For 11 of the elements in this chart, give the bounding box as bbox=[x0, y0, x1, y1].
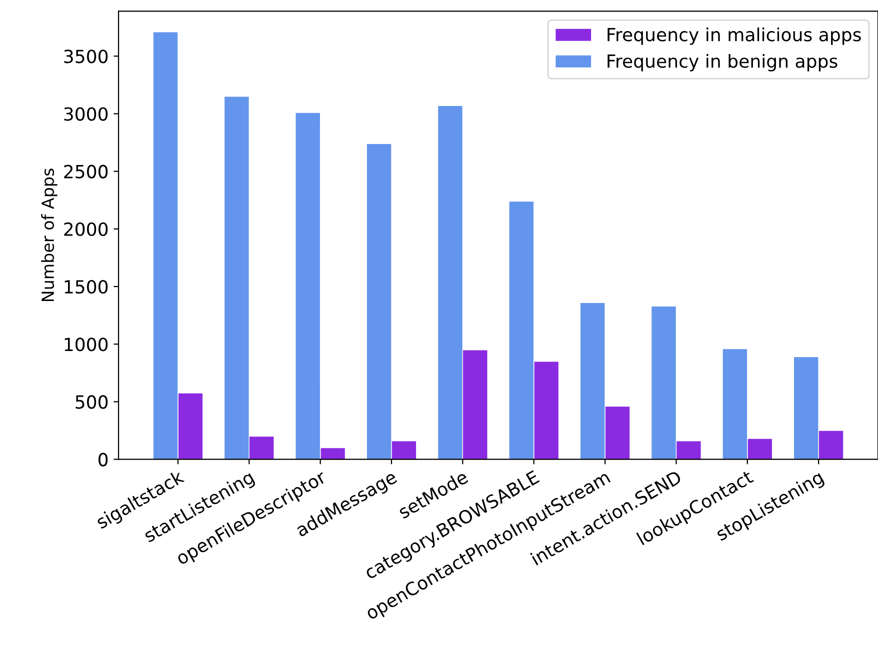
y-tick-label: 0 bbox=[98, 452, 108, 466]
y-axis-title: Number of Apps bbox=[41, 168, 58, 302]
y-tick-label: 1500 bbox=[64, 280, 108, 294]
y-tick-label: 500 bbox=[76, 395, 108, 409]
y-tick-label: 2500 bbox=[64, 164, 108, 178]
y-tick-label: 1000 bbox=[64, 338, 108, 352]
legend-label: Frequency in benign apps bbox=[608, 54, 838, 72]
y-tick-label: 3000 bbox=[64, 107, 108, 121]
legend-label: Frequency in malicious apps bbox=[608, 27, 861, 45]
y-tick-label: 2000 bbox=[64, 222, 108, 236]
y-tick-label: 3500 bbox=[64, 50, 108, 64]
